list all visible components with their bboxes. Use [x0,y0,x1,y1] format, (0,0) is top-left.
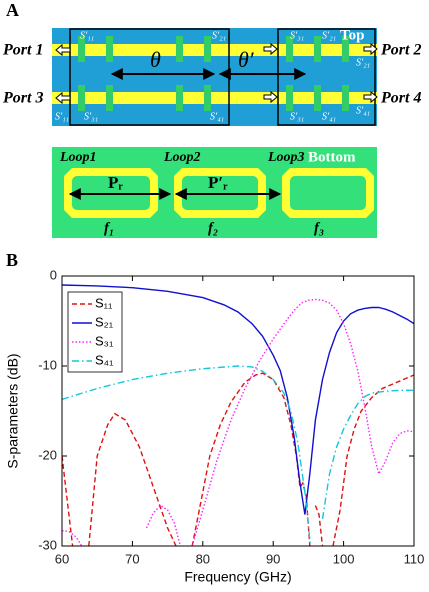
loop-label: Loop2 [163,150,201,165]
y-tick-label: -10 [38,357,57,372]
s-label: S′₄₁ [210,111,224,122]
stripe [52,44,377,56]
loop-label: Loop1 [59,150,97,165]
legend-label: S₂₁ [95,314,114,329]
port-label: Port 4 [380,90,421,107]
layer-label: Bottom [308,149,356,165]
period-label: P′ᵣ [208,173,228,192]
y-tick-label: 0 [50,267,57,282]
x-tick-label: 100 [333,551,355,566]
s-label: S′₃₁ [84,111,98,122]
s-label: S′₄₁ [356,105,370,116]
s-label: S′₃₁ [290,111,304,122]
frequency-label: f₂ [208,220,218,236]
x-tick-label: 90 [266,551,280,566]
port-label: Port 2 [380,42,421,59]
s-label: S′₁₁ [80,30,94,41]
angle-label: θ′ [238,47,255,72]
loop-label: Loop3 [267,150,305,165]
s-label: S′₁₁ [55,111,69,122]
series-line [62,372,414,546]
panel-label: A [6,0,19,20]
s-label: S′₂₁ [212,30,226,41]
y-tick-label: -20 [38,447,57,462]
legend-label: S₁₁ [95,295,113,310]
panel-label: B [6,250,18,270]
s-label: S′₂₁ [322,30,336,41]
series-line [62,284,414,515]
x-tick-label: 70 [125,551,139,566]
s-label: S′₃₁ [290,30,304,41]
y-axis-label: S-parameters (dB) [5,353,21,468]
frequency-label: f₁ [104,220,114,236]
s-label: S′₄₁ [322,111,336,122]
port-arrows [55,42,378,105]
legend-box [67,291,123,373]
frequency-label: f₃ [314,220,324,236]
layer-label: Top [340,27,364,43]
series-line [62,365,414,546]
angle-label: θ [150,47,161,72]
x-tick-label: 80 [196,551,210,566]
plot-frame [61,275,415,547]
series-line [62,298,414,546]
legend-label: S₃₁ [95,333,114,348]
legend-label: S₄₁ [95,352,114,367]
period-label: Pᵣ [108,173,123,192]
x-tick-label: 110 [404,551,425,566]
s-label: S′₂₁ [356,57,370,68]
vias [78,36,349,111]
port-label: Port 3 [2,90,43,107]
y-tick-label: -30 [38,537,57,552]
x-axis-label: Frequency (GHz) [184,569,291,585]
port-label: Port 1 [2,42,43,59]
x-tick-label: 60 [55,551,69,566]
stripe [52,92,377,104]
